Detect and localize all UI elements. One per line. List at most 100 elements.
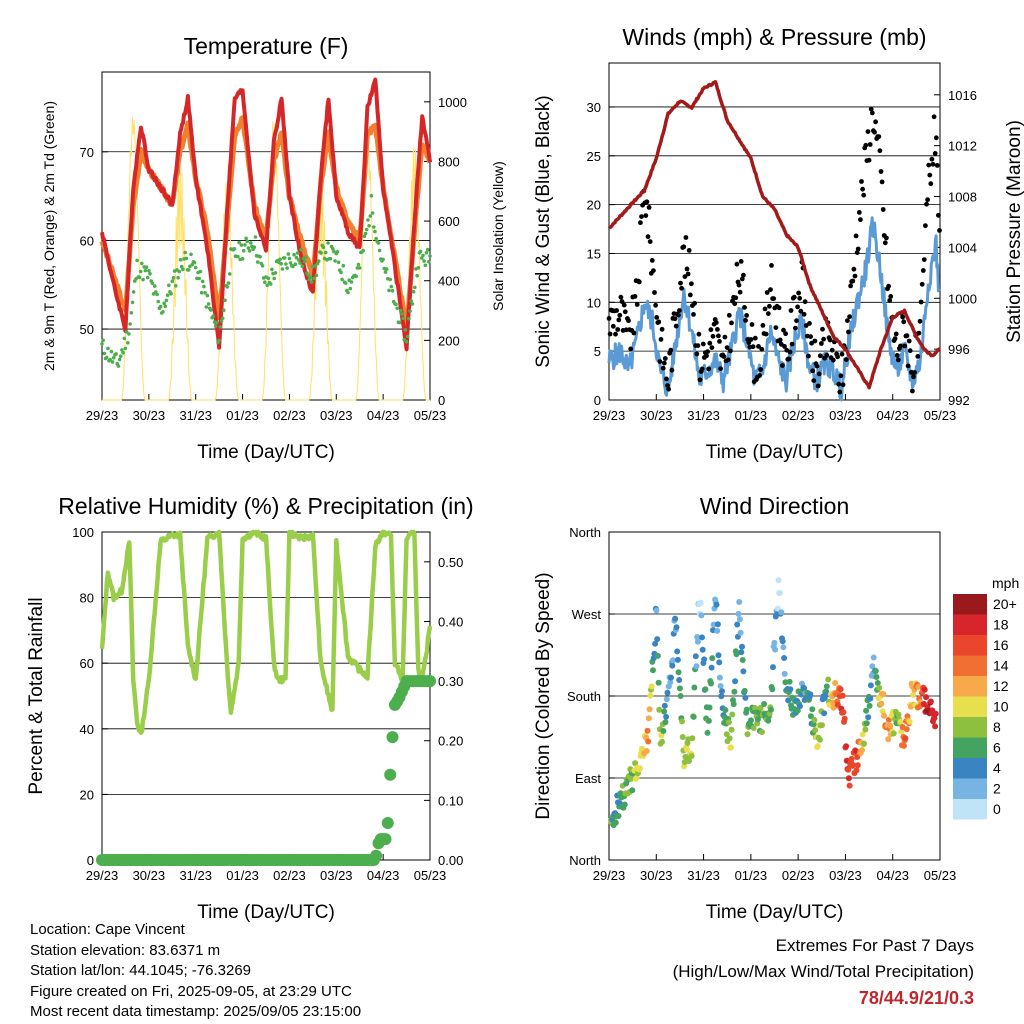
gust-point <box>691 312 696 317</box>
direction-point <box>663 696 670 703</box>
gust-point <box>797 295 803 301</box>
gust-point <box>781 327 786 333</box>
gust-point <box>904 333 910 339</box>
y2-tick-label: 996 <box>948 342 970 357</box>
legend-label: 18 <box>993 617 1009 633</box>
gust-point <box>852 273 858 279</box>
gust-point <box>682 274 688 279</box>
y-tick-label: 80 <box>80 591 94 606</box>
direction-point <box>722 707 729 713</box>
legend-swatch <box>953 676 987 697</box>
gust-point <box>887 298 893 303</box>
dewpoint-point <box>202 284 206 289</box>
direction-point <box>910 691 916 698</box>
dewpoint-point <box>227 272 232 276</box>
direction-point <box>866 702 873 709</box>
dewpoint-point <box>169 291 173 296</box>
direction-point <box>880 691 887 698</box>
dewpoint-point <box>126 341 130 345</box>
dewpoint-point <box>189 252 193 257</box>
gust-point <box>837 389 843 395</box>
direction-point <box>932 710 939 717</box>
dewpoint-point <box>222 308 226 313</box>
gust-point <box>660 365 666 371</box>
speed-legend: mph 20+ 18 16 14 12 10 8 6 4 2 0 <box>953 575 1019 820</box>
dewpoint-point <box>209 308 213 312</box>
dewpoint-point <box>218 325 223 329</box>
gust-point <box>726 312 732 318</box>
gust-point <box>643 213 649 219</box>
chart-title: Temperature (F) <box>184 33 349 59</box>
gust-point <box>851 266 857 272</box>
direction-point <box>661 702 668 709</box>
gust-point <box>839 351 845 357</box>
gust-point <box>739 276 745 282</box>
legend-label: 12 <box>993 678 1009 694</box>
dewpoint-point <box>225 285 230 289</box>
y-tick-label: 30 <box>587 100 601 115</box>
gust-point <box>783 331 788 337</box>
legend-label: 0 <box>993 801 1001 817</box>
direction-point <box>736 616 743 623</box>
dewpoint-point <box>384 267 389 271</box>
gust-point <box>789 341 795 347</box>
direction-point <box>859 731 866 738</box>
y-tick-label: 40 <box>80 722 94 737</box>
gust-point <box>892 336 898 341</box>
gust-point <box>708 327 714 333</box>
gust-point <box>866 157 872 163</box>
dewpoint-point <box>297 258 301 262</box>
gust-point <box>713 320 719 325</box>
gust-point <box>647 239 653 245</box>
dewpoint-point <box>127 332 131 336</box>
dewpoint-point <box>343 281 348 285</box>
gust-point <box>930 161 936 167</box>
x-tick-label: 01/23 <box>226 868 259 883</box>
dewpoint-point <box>243 243 247 247</box>
dewpoint-point <box>427 259 431 264</box>
gust-point <box>917 318 923 324</box>
gust-point <box>699 366 705 372</box>
dewpoint-point <box>102 351 107 356</box>
direction-point <box>708 680 714 687</box>
gust-point <box>715 327 720 332</box>
gust-point <box>934 163 940 168</box>
gust-point <box>729 320 734 326</box>
direction-point <box>781 670 788 677</box>
dewpoint-point <box>369 194 374 198</box>
dewpoint-point <box>294 255 299 260</box>
elevation-text: Station elevation: 83.6371 m <box>30 941 221 959</box>
direction-point <box>825 676 832 683</box>
gust-point <box>678 280 683 286</box>
extremes-subtitle: (High/Low/Max Wind/Total Precipitation) <box>672 962 974 981</box>
dewpoint-point <box>223 298 227 303</box>
gust-point <box>707 340 713 346</box>
dewpoint-point <box>376 241 381 245</box>
gust-point <box>619 299 625 304</box>
direction-point <box>717 683 724 689</box>
direction-point <box>701 656 708 663</box>
direction-point <box>647 692 654 699</box>
direction-point <box>648 683 655 690</box>
gust-point <box>617 312 623 318</box>
dewpoint-point <box>106 346 110 351</box>
gust-point <box>658 337 664 342</box>
dewpoint-point <box>263 280 267 285</box>
gust-point <box>750 344 756 350</box>
dewpoint-point <box>291 264 295 269</box>
direction-point <box>807 691 814 698</box>
dewpoint-point <box>367 224 371 228</box>
dewpoint-point <box>265 283 270 288</box>
direction-point <box>887 722 894 729</box>
series-pressure <box>607 80 941 390</box>
dewpoint-point <box>372 225 376 229</box>
y2-tick-label: 992 <box>948 393 970 408</box>
dewpoint-point <box>366 218 370 222</box>
gust-point <box>830 357 836 363</box>
y2-tick-label: 600 <box>438 214 460 229</box>
legend-label: 8 <box>993 719 1001 735</box>
dewpoint-point <box>240 257 245 261</box>
dewpoint-point <box>370 211 375 215</box>
direction-point <box>734 621 741 628</box>
gust-point <box>910 388 915 394</box>
